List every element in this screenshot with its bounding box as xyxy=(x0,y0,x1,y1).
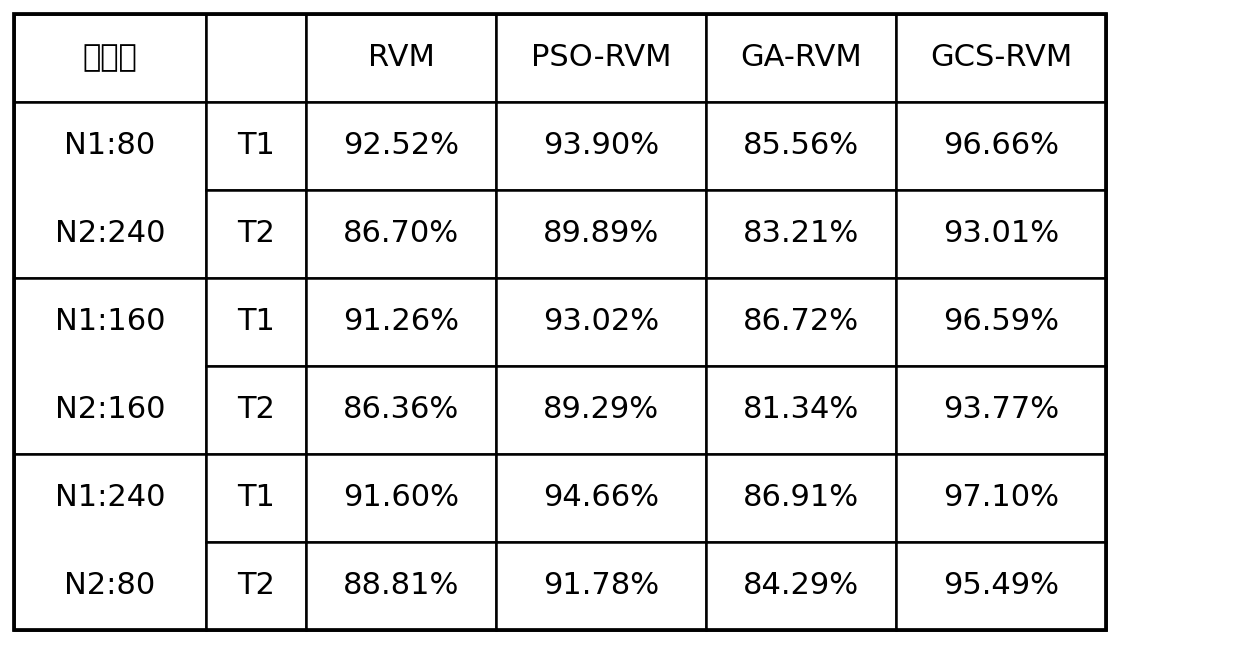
Text: N2:160: N2:160 xyxy=(55,396,165,424)
Text: 86.36%: 86.36% xyxy=(343,396,459,424)
Text: T2: T2 xyxy=(237,572,275,600)
Text: T1: T1 xyxy=(237,308,275,336)
Text: N1:160: N1:160 xyxy=(55,308,165,336)
Bar xyxy=(306,542,496,630)
Bar xyxy=(306,190,496,278)
Text: RVM: RVM xyxy=(367,44,434,72)
Bar xyxy=(14,454,206,630)
Text: GA-RVM: GA-RVM xyxy=(740,44,862,72)
Bar xyxy=(206,454,306,542)
Bar xyxy=(14,278,206,454)
Bar xyxy=(496,454,706,542)
Bar xyxy=(306,366,496,454)
Bar xyxy=(706,542,897,630)
Text: 85.56%: 85.56% xyxy=(743,132,859,160)
Bar xyxy=(706,278,897,366)
Bar xyxy=(206,366,306,454)
Text: 样本数: 样本数 xyxy=(83,44,138,72)
Text: 95.49%: 95.49% xyxy=(942,572,1059,600)
Bar xyxy=(897,190,1106,278)
Bar xyxy=(206,278,306,366)
Text: 86.72%: 86.72% xyxy=(743,308,859,336)
Text: 91.26%: 91.26% xyxy=(343,308,459,336)
Bar xyxy=(306,278,496,366)
Bar xyxy=(306,454,496,542)
Bar xyxy=(306,14,496,102)
Text: 91.78%: 91.78% xyxy=(543,572,660,600)
Text: N1:80: N1:80 xyxy=(64,132,156,160)
Text: 86.91%: 86.91% xyxy=(743,484,859,512)
Text: T1: T1 xyxy=(237,484,275,512)
Bar xyxy=(706,366,897,454)
Bar xyxy=(496,14,706,102)
Text: N2:80: N2:80 xyxy=(64,572,156,600)
Text: 97.10%: 97.10% xyxy=(942,484,1059,512)
Bar xyxy=(496,278,706,366)
Text: 93.01%: 93.01% xyxy=(942,220,1059,248)
Bar xyxy=(706,102,897,190)
Text: N2:240: N2:240 xyxy=(55,220,165,248)
Text: 86.70%: 86.70% xyxy=(343,220,459,248)
Bar xyxy=(206,14,306,102)
Text: 92.52%: 92.52% xyxy=(343,132,459,160)
Text: PSO-RVM: PSO-RVM xyxy=(531,44,671,72)
Bar xyxy=(897,366,1106,454)
Text: 84.29%: 84.29% xyxy=(743,572,859,600)
Text: GCS-RVM: GCS-RVM xyxy=(930,44,1073,72)
Bar xyxy=(496,366,706,454)
Text: 93.77%: 93.77% xyxy=(942,396,1059,424)
Bar xyxy=(496,542,706,630)
Bar xyxy=(206,190,306,278)
Bar xyxy=(206,542,306,630)
Bar xyxy=(306,102,496,190)
Text: 88.81%: 88.81% xyxy=(342,572,459,600)
Bar xyxy=(897,278,1106,366)
Text: 83.21%: 83.21% xyxy=(743,220,859,248)
Text: 96.59%: 96.59% xyxy=(942,308,1059,336)
Text: 94.66%: 94.66% xyxy=(543,484,658,512)
Bar xyxy=(706,14,897,102)
Bar xyxy=(706,190,897,278)
Bar xyxy=(897,454,1106,542)
Text: T1: T1 xyxy=(237,132,275,160)
Bar xyxy=(206,102,306,190)
Bar xyxy=(897,14,1106,102)
Bar xyxy=(496,190,706,278)
Bar xyxy=(897,102,1106,190)
Text: N1:240: N1:240 xyxy=(55,484,165,512)
Text: 81.34%: 81.34% xyxy=(743,396,859,424)
Text: 91.60%: 91.60% xyxy=(343,484,459,512)
Text: T2: T2 xyxy=(237,396,275,424)
Bar xyxy=(496,102,706,190)
Text: 93.02%: 93.02% xyxy=(543,308,660,336)
Bar xyxy=(706,454,897,542)
Bar xyxy=(14,14,1106,630)
Bar xyxy=(897,542,1106,630)
Text: 89.29%: 89.29% xyxy=(543,396,660,424)
Text: 89.89%: 89.89% xyxy=(543,220,660,248)
Text: 96.66%: 96.66% xyxy=(942,132,1059,160)
Bar xyxy=(14,102,206,278)
Text: 93.90%: 93.90% xyxy=(543,132,660,160)
Text: T2: T2 xyxy=(237,220,275,248)
Bar xyxy=(14,14,206,102)
